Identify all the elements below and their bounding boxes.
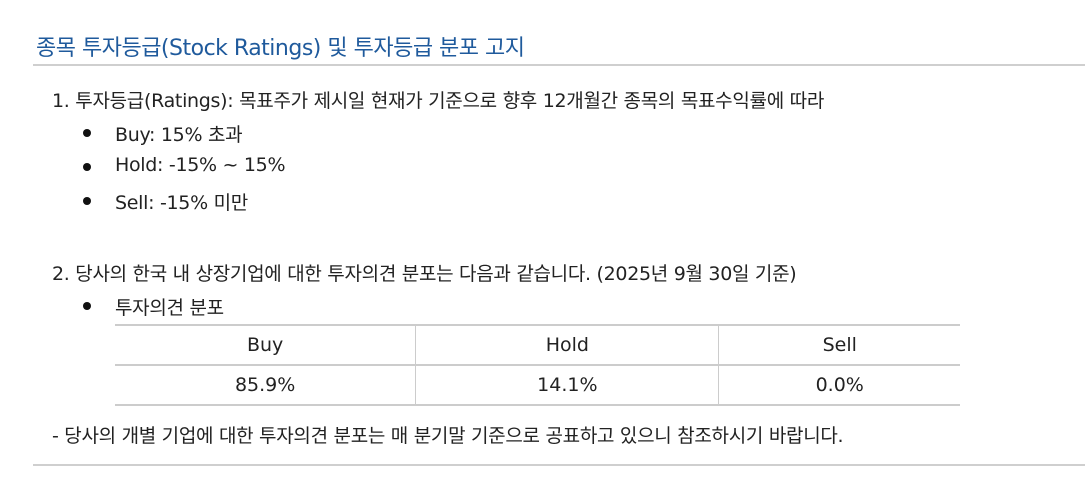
title-divider [33, 64, 1085, 66]
value-sell: 0.0% [718, 365, 960, 405]
bullet-icon [83, 129, 91, 137]
header-buy: Buy [246, 334, 284, 356]
bottom-divider [33, 464, 1085, 466]
bullet-icon [83, 163, 91, 171]
value-buy: 85.9% [234, 374, 296, 396]
value-hold: 14.1% [415, 365, 719, 405]
rating-sell: Sell: -15% 미만 [115, 192, 248, 214]
page-title: 종목 투자등급(Stock Ratings) 및 투자등급 분포 고지 [36, 36, 525, 61]
section-1-text: 1. 투자등급(Ratings): 목표주가 제시일 현재가 기준으로 향후 1… [52, 90, 825, 112]
table-header-row: Buy Hold Sell [115, 325, 960, 365]
rating-hold: Hold: -15% ~ 15% [115, 154, 286, 176]
rating-buy: Buy: 15% 초과 [115, 124, 243, 146]
header-sell: Sell [718, 325, 960, 365]
table-row: 85.9% 14.1% 0.0% [115, 365, 960, 405]
header-hold: Hold [415, 325, 719, 365]
distribution-label: 투자의견 분포 [115, 297, 224, 319]
footnote: - 당사의 개별 기업에 대한 투자의견 분포는 매 분기말 기준으로 공표하고… [52, 425, 844, 447]
bullet-icon [83, 302, 91, 310]
distribution-table: Buy Hold Sell 85.9% 14.1% 0.0% [115, 324, 960, 406]
section-2-text: 2. 당사의 한국 내 상장기업에 대한 투자의견 분포는 다음과 같습니다. … [52, 263, 797, 285]
bullet-icon [83, 197, 91, 205]
